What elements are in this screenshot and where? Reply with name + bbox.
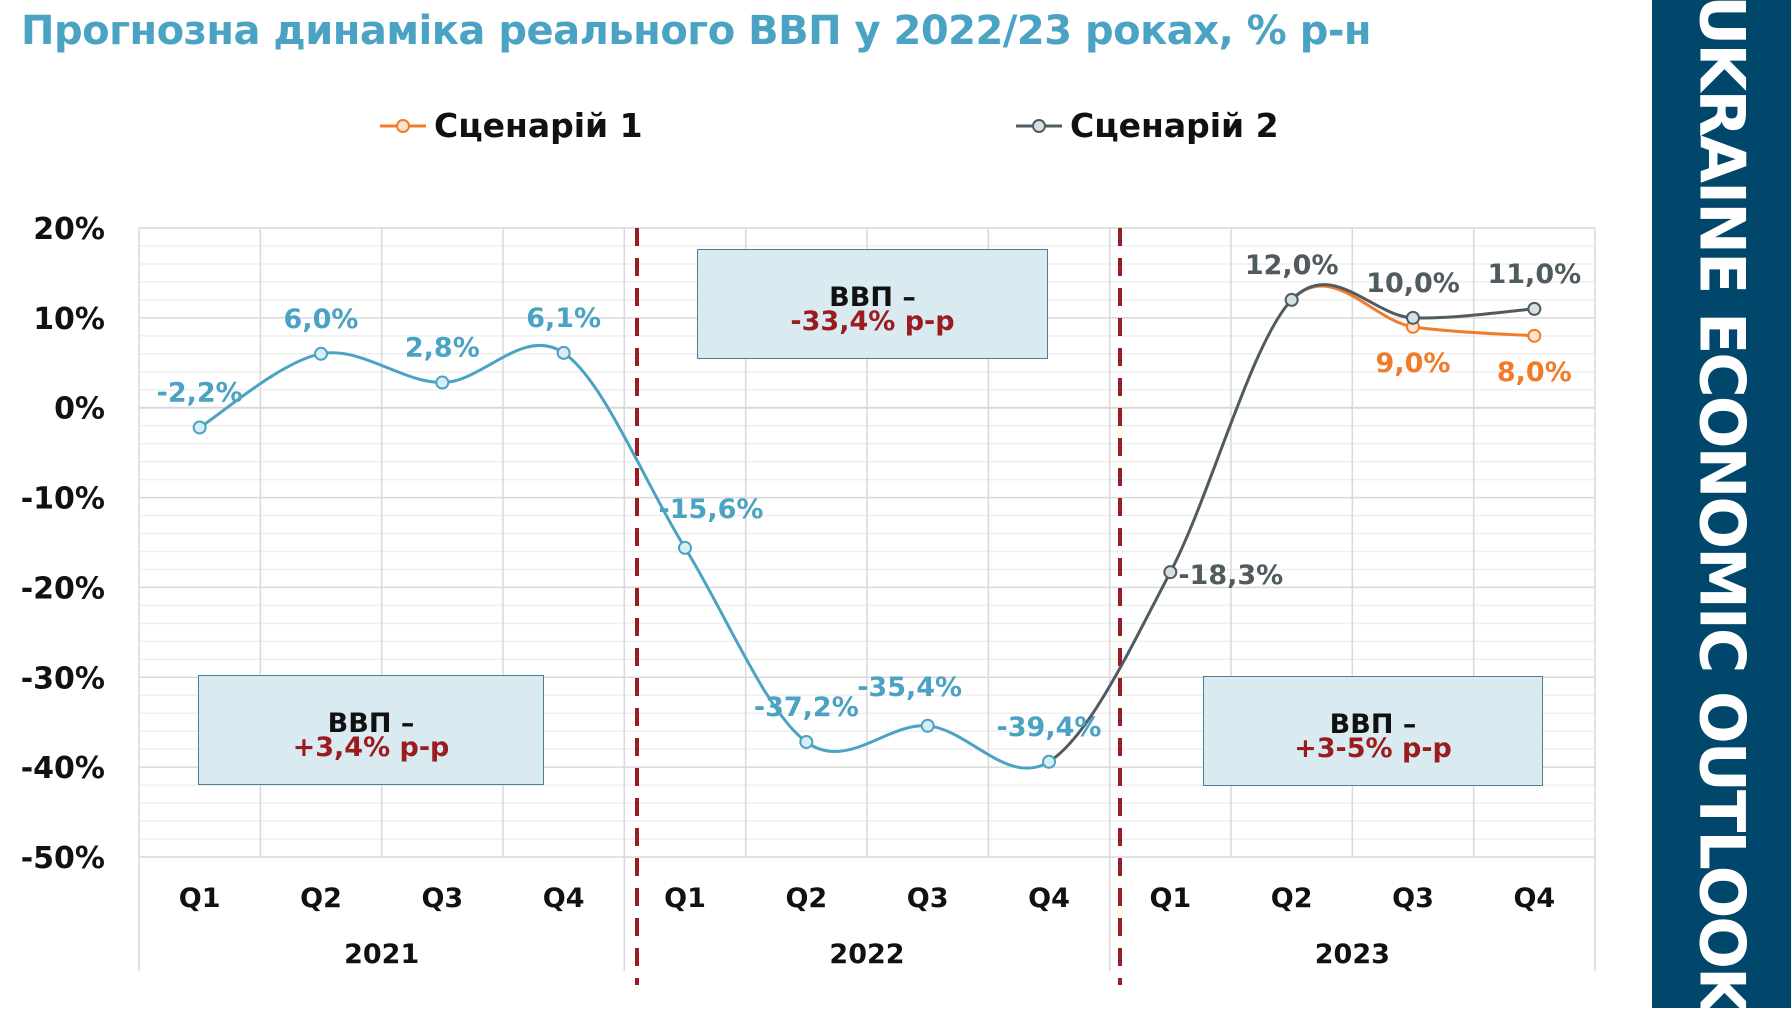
data-label: 2,8%	[405, 333, 480, 364]
data-point-scenario-2	[1163, 565, 1178, 580]
x-tick-label: Q3	[1392, 883, 1434, 914]
annotation-title: ВВП –	[1329, 709, 1417, 740]
legend-marker-orange-icon	[380, 118, 426, 133]
x-tick-label: Q2	[785, 883, 827, 914]
annotation-box-2022: ВВП – -33,4% р-р	[697, 249, 1048, 359]
annotation-title: ВВП –	[829, 282, 916, 313]
data-point-history	[799, 734, 814, 749]
data-label: 12,0%	[1245, 250, 1339, 281]
data-point-scenario-2	[1527, 301, 1542, 316]
x-tick-label: Q1	[1149, 883, 1191, 914]
x-tick-label: Q4	[1028, 883, 1070, 914]
data-label: 11,0%	[1487, 259, 1581, 290]
data-point-scenario-2	[1406, 310, 1420, 325]
data-label: -18,3%	[1178, 560, 1283, 591]
line-chart: 20% 10% 0% -10% -20% -30% -40% -50% Q1 Q2 Q3 Q4 Q1 Q2…	[21, 212, 1596, 985]
x-tick-label: Q4	[1513, 883, 1555, 914]
y-tick-label: -20%	[21, 571, 105, 606]
data-point-history	[435, 375, 450, 390]
y-tick-label: -10%	[21, 482, 105, 517]
series-line-scenario-2	[1048, 283, 1535, 764]
annotation-box-2023: ВВП – +3-5% р-р	[1203, 676, 1543, 786]
y-tick-label: -30%	[21, 661, 105, 696]
x-tick-label: Q2	[300, 883, 342, 914]
data-point-history	[678, 540, 692, 555]
x-group-label: 2021	[344, 939, 419, 970]
y-tick-label: 0%	[54, 392, 105, 427]
x-tick-label: Q4	[543, 883, 585, 914]
data-point-history	[556, 345, 571, 360]
data-label: -35,4%	[857, 672, 962, 703]
x-tick-label: Q3	[907, 883, 949, 914]
y-tick-label: -50%	[21, 841, 105, 876]
legend-marker-grey-icon	[1016, 118, 1062, 133]
data-point-history	[192, 420, 207, 435]
data-label: -2,2%	[157, 377, 243, 408]
x-group-label: 2022	[829, 939, 904, 970]
x-tick-label: Q2	[1271, 883, 1313, 914]
data-label: 6,1%	[526, 303, 601, 334]
y-tick-label: -40%	[21, 751, 105, 786]
x-tick-label: Q1	[664, 883, 706, 914]
series-line-history	[198, 344, 1050, 770]
data-label: 6,0%	[284, 304, 359, 335]
data-label-scenario-1: 8,0%	[1497, 357, 1572, 388]
data-label: -15,6%	[659, 494, 764, 525]
annotation-box-2021: ВВП – +3,4% р-р	[198, 675, 544, 785]
brand-band: UKRAINE ECONOMIC OUTLOOK	[1652, 0, 1791, 1013]
data-label: -37,2%	[754, 692, 859, 723]
data-point-history	[920, 718, 935, 733]
data-point-scenario-2	[1284, 292, 1299, 307]
annotation-value: +3-5% р-р	[1294, 733, 1452, 764]
annotation-title: ВВП –	[327, 708, 415, 739]
legend-label: Сценарій 2	[1070, 106, 1279, 145]
data-label: 10,0%	[1366, 268, 1460, 299]
y-tick-label: 20%	[33, 212, 105, 247]
legend-scenario-1: Сценарій 1	[378, 106, 643, 145]
x-tick-label: Q3	[421, 883, 463, 914]
legend-label: Сценарій 1	[434, 106, 643, 145]
annotation-value: -33,4% р-р	[790, 306, 955, 337]
y-tick-label: 10%	[33, 302, 105, 337]
annotation-value: +3,4% р-р	[292, 732, 450, 763]
x-group-label: 2023	[1315, 939, 1390, 970]
legend-scenario-2: Сценарій 2	[1014, 106, 1279, 145]
data-label: -39,4%	[997, 712, 1102, 743]
data-point-history	[1042, 754, 1056, 769]
brand-logo-text: UKRAINE ECONOMIC OUTLOOK	[1685, 0, 1758, 1013]
chart-title: Прогнозна динаміка реального ВВП у 2022/…	[21, 8, 1372, 54]
data-point-scenario-1	[1527, 328, 1542, 343]
data-point-history	[314, 346, 328, 361]
data-label-scenario-1: 9,0%	[1376, 348, 1451, 379]
x-tick-label: Q1	[179, 883, 221, 914]
